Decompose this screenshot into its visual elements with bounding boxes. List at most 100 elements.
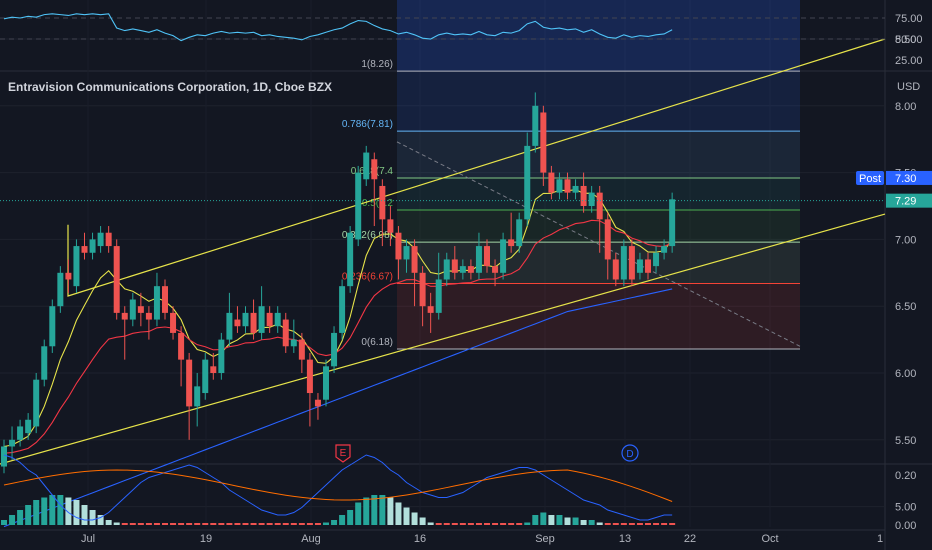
macd-histogram-bar — [186, 523, 193, 525]
candle-body — [186, 359, 193, 407]
candle-body — [540, 112, 547, 173]
macd-histogram-bar — [145, 523, 152, 525]
candle-body — [411, 246, 418, 273]
fib-level-label: 0.5(7.2 — [362, 198, 394, 209]
fib-level-label: 0.786(7.81) — [342, 119, 393, 130]
candle-body — [395, 232, 402, 260]
candle-body — [371, 159, 378, 180]
macd-histogram-bar — [556, 515, 563, 525]
fib-zone — [397, 131, 800, 178]
candle-body — [242, 312, 249, 327]
macd-histogram-bar — [314, 523, 321, 525]
candle-body — [153, 286, 160, 320]
macd-histogram-bar — [194, 523, 201, 525]
macd-histogram-bar — [653, 523, 660, 525]
fib-level-label: 0(6.18) — [361, 337, 393, 348]
macd-histogram-bar — [548, 515, 555, 525]
ma-mid-line — [3, 219, 673, 454]
macd-histogram-bar — [57, 495, 64, 525]
macd-histogram-bar — [17, 510, 24, 525]
last-price-tag — [886, 193, 932, 208]
candle-body — [492, 266, 499, 273]
fib-trend-line — [396, 141, 801, 347]
candle-body — [65, 272, 72, 280]
macd-histogram-bar — [81, 505, 88, 525]
candle-body — [17, 426, 24, 440]
time-tick-label: Sep — [535, 533, 555, 545]
candle-body — [516, 219, 523, 247]
post-tag — [856, 170, 884, 185]
fib-level-label: 0.382(6.98) — [342, 230, 393, 241]
price-tick-label: 6.50 — [895, 301, 916, 313]
candle-body — [194, 386, 201, 407]
macd-tick-label: 0.20 — [895, 470, 916, 482]
macd-histogram-bar — [250, 523, 257, 525]
macd-histogram-bar — [604, 523, 611, 525]
candle-body — [612, 259, 619, 280]
macd-histogram-bar — [41, 497, 48, 525]
macd-histogram-bar — [153, 523, 160, 525]
macd-histogram-bar — [500, 523, 507, 525]
fibonacci-retracement[interactable]: 1.618(9.54)1(8.26)0.786(7.81)0.618(7.40.… — [342, 0, 801, 350]
trend-channel[interactable] — [0, 38, 886, 465]
macd-histogram-bar — [298, 523, 305, 525]
candle-body — [435, 279, 442, 313]
post-tag-label: Post — [859, 173, 881, 185]
time-tick-label: 13 — [619, 533, 631, 545]
price-tick-label: 5.50 — [895, 435, 916, 447]
candle-body — [588, 192, 595, 206]
macd-histogram-bar — [411, 512, 418, 525]
candle-body — [636, 259, 643, 273]
price-tick-label: 8.50 — [895, 34, 916, 46]
macd-signal-line — [3, 469, 673, 502]
candle-body — [49, 306, 56, 347]
candle-body — [306, 359, 313, 394]
candle-body — [210, 366, 217, 373]
macd-histogram-bar — [612, 523, 619, 525]
macd-histogram-bar — [628, 523, 635, 525]
candle-body — [25, 419, 32, 434]
candle-body — [339, 286, 346, 333]
candle-body — [274, 312, 281, 327]
dividend-marker-label: D — [626, 449, 633, 460]
candle-body — [97, 232, 104, 247]
candle-body — [572, 185, 579, 193]
macd-histogram-bar — [395, 502, 402, 525]
candle-body — [475, 246, 482, 273]
post-price-label: 7.30 — [895, 173, 916, 185]
macd-histogram-bar — [347, 510, 354, 525]
last-price-label: 7.29 — [895, 196, 916, 208]
candle-body — [113, 246, 120, 313]
macd-histogram-bar — [572, 517, 579, 525]
macd-histogram-bar — [443, 523, 450, 525]
macd-histogram-bar — [492, 523, 499, 525]
post-price-tag — [886, 170, 932, 185]
macd-histogram-bar — [451, 523, 458, 525]
time-tick-label: 19 — [200, 533, 212, 545]
macd-histogram-bar — [355, 502, 362, 525]
candle-body — [258, 306, 265, 333]
macd-histogram-bar — [379, 495, 386, 525]
dividend-icon — [621, 444, 639, 462]
time-tick-label: Oct — [761, 533, 778, 545]
fib-zone — [397, 71, 800, 132]
candle-body — [218, 339, 225, 373]
rsi-tick-label: 75.00 — [895, 13, 923, 25]
rsi-tick-label: 50.00 — [895, 34, 923, 46]
channel-upper-line — [67, 38, 886, 297]
candle-body — [314, 399, 321, 407]
macd-histogram-bar — [1, 520, 7, 525]
candle-body — [170, 312, 177, 333]
candle-body — [57, 272, 64, 307]
time-tick-label: 22 — [684, 533, 696, 545]
price-tick-label: 6.00 — [895, 368, 916, 380]
candle-body — [628, 246, 635, 280]
candle-body — [661, 246, 668, 253]
candle-body — [427, 306, 434, 313]
macd-histogram-bar — [467, 523, 474, 525]
candle-body — [178, 332, 185, 360]
